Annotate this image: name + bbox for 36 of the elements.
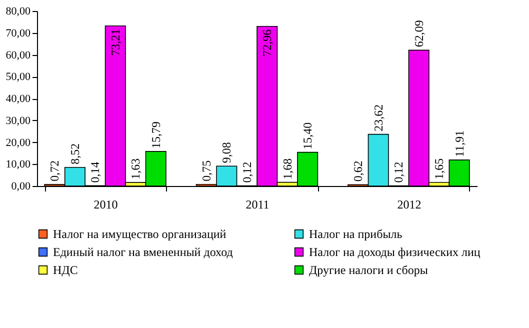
x-tick-label: 2011 <box>246 198 270 212</box>
data-label: 1,63 <box>128 158 143 180</box>
y-tick-label: 30,00 <box>6 114 31 127</box>
data-label: 1,65 <box>432 158 446 180</box>
data-label: 8,52 <box>68 143 82 164</box>
legend-label: Налог на прибыль <box>309 227 403 241</box>
y-tick-label: 60,00 <box>6 49 31 62</box>
data-label: 9,08 <box>220 142 234 164</box>
legend-label: Единый налог на вмененный доход <box>53 245 233 259</box>
y-tick-label: 40,00 <box>6 93 31 105</box>
data-label: 0,75 <box>199 160 214 182</box>
data-label: 0,14 <box>88 162 102 183</box>
y-tick-label: 80,00 <box>6 6 31 18</box>
x-tick-label: 2012 <box>397 198 422 212</box>
data-label: 15,79 <box>148 121 163 148</box>
data-label: 23,62 <box>371 104 386 132</box>
data-label: 0,62 <box>351 160 366 182</box>
data-label: 1,68 <box>280 158 294 180</box>
legend-label: Налог на доходы физических лиц <box>309 245 481 259</box>
legend-label: НДС <box>53 263 78 277</box>
data-label: 72,96 <box>260 29 274 56</box>
y-tick-label: 10,00 <box>6 158 31 171</box>
y-tick-label: 50,00 <box>6 71 31 84</box>
data-label: 0,12 <box>392 162 406 183</box>
data-label: 15,40 <box>300 122 315 150</box>
data-label: 11,91 <box>452 130 466 157</box>
y-tick-label: 0,00 <box>11 180 31 192</box>
y-tick-label: 20,00 <box>6 136 31 149</box>
data-label: 62,09 <box>412 20 426 48</box>
legend-label: Другие налоги и сборы <box>309 263 428 277</box>
x-tick-label: 2010 <box>94 198 118 212</box>
data-label: 73,21 <box>108 28 122 56</box>
data-label: 0,72 <box>48 160 62 182</box>
data-label: 0,12 <box>240 162 254 183</box>
y-tick-label: 70,00 <box>6 27 31 40</box>
legend-label: Налог на имущество организаций <box>53 227 227 241</box>
